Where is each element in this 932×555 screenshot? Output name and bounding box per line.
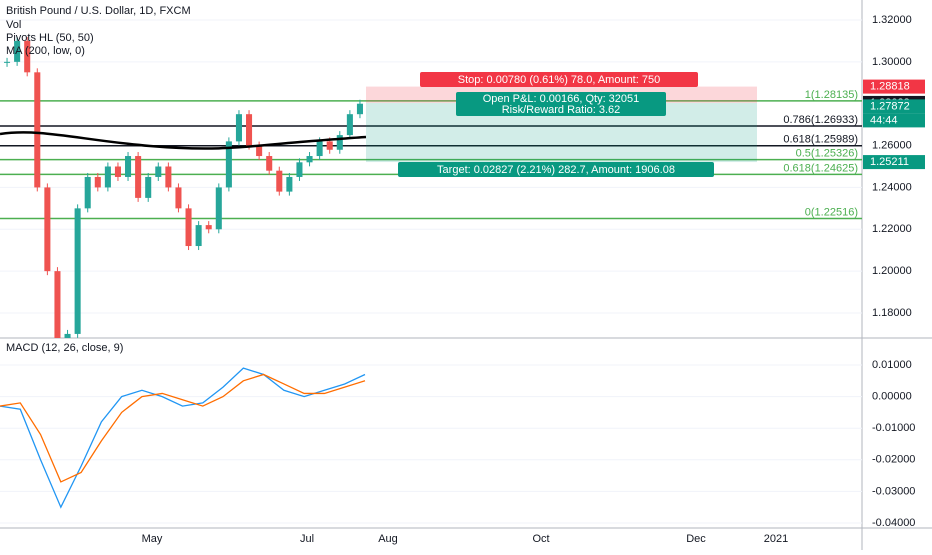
candle [326,141,333,150]
macd-macd_line [0,367,366,509]
price-tag-bg [863,155,925,170]
candle [346,114,353,136]
candle [246,114,253,146]
candle [185,208,192,247]
candle [296,162,303,177]
macd-tick-label: -0.03000 [872,485,915,497]
indicator: Vol [6,19,21,31]
candle [286,176,293,192]
date-label: Oct [532,533,549,545]
indicator: Pivots HL (50, 50) [6,32,94,44]
target-label: Target: 0.02827 (2.21%) 282.7, Amount: 1… [437,164,675,176]
macd-title: MACD (12, 26, close, 9) [6,342,123,354]
candle [54,271,61,338]
pnl-label: Open P&L: 0.00166, Qty: 32051 [483,93,640,105]
target-label-bg [398,162,714,177]
price-tick-label: 1.26000 [872,139,912,151]
candle [64,333,71,338]
macd-signal_line [0,373,366,483]
price-tick-label: 1.30000 [872,56,912,68]
price-tag: 44:44 [870,114,898,126]
price-tag-bg [863,79,925,94]
fib-label: 0.618(1.24625) [783,162,858,174]
candle [306,156,313,163]
candle [256,145,263,157]
candle [14,40,21,62]
price-tag: 1.27872 [870,100,910,112]
candle [225,141,232,188]
price-tick-label: 1.20000 [872,265,912,277]
date-label: May [142,533,163,545]
candle [24,40,31,73]
candle [205,225,212,230]
candle [94,176,101,188]
price-tick-label: 1.32000 [872,14,912,26]
price-tag: 1.28818 [870,81,910,93]
macd-tick-label: 0.00000 [872,391,912,403]
stop-label: Stop: 0.00780 (0.61%) 78.0, Amount: 750 [458,74,660,86]
candle [114,166,121,177]
candle [165,166,172,188]
price-tag-bg [863,99,925,114]
date-label: 2021 [764,533,788,545]
candle [235,114,242,142]
price-tick-label: 1.22000 [872,223,912,235]
candle [4,61,11,63]
fib-label: 0.5(1.25326) [796,148,858,160]
price-tag: 1.25211 [870,156,909,168]
date-label: Jul [300,533,314,545]
candle [74,208,81,334]
candle [135,156,142,198]
candle [44,187,51,272]
date-label: Aug [378,533,398,545]
moving-average [0,131,367,150]
candle [145,176,152,198]
macd-tick-label: -0.04000 [872,517,915,529]
date-label: Dec [686,533,706,545]
candle [125,156,132,177]
price-tick-label: 1.24000 [872,181,912,193]
candle [316,141,323,157]
candle [266,156,273,171]
symbol: British Pound / U.S. Dollar, 1D, FXCM [6,5,191,17]
fib-label: 0(1.22516) [805,206,858,218]
candle [215,187,222,230]
candle [336,135,343,150]
macd-tick-label: 0.01000 [872,359,912,371]
fib-label: 0.618(1.25989) [783,134,858,146]
candle [356,103,363,115]
indicator: MA (200, low, 0) [6,45,85,57]
candle [276,170,283,192]
candle [155,166,162,177]
macd-tick-label: -0.01000 [872,422,915,434]
macd-tick-label: -0.02000 [872,454,915,466]
price-tag-bg [863,113,925,128]
candle [175,187,182,209]
price-tick-label: 1.18000 [872,307,912,319]
candle [84,176,91,209]
candle [34,72,41,188]
pnl-label-bg [456,92,666,116]
candle [195,225,202,247]
stop-label-bg [420,72,698,87]
candle [104,166,111,188]
rr-label: Risk/Reward Ratio: 3.62 [502,104,621,116]
fib-label: 1(1.28135) [805,89,858,101]
fib-label: 0.786(1.26933) [783,114,858,126]
